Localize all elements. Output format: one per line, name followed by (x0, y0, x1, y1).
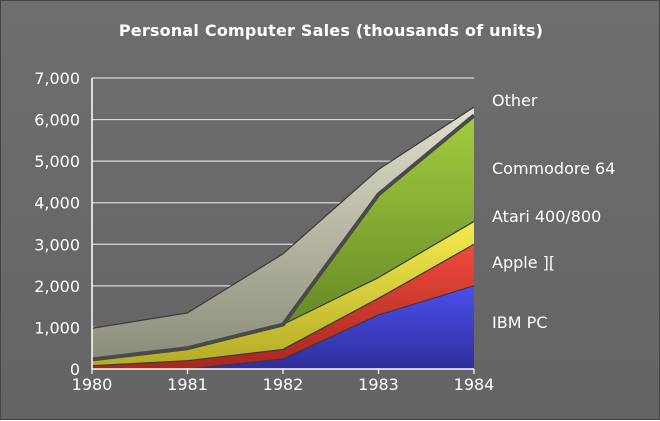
series-label: Other (492, 91, 538, 110)
series-label: Atari 400/800 (492, 207, 601, 226)
y-tick-label: 2,000 (34, 277, 80, 296)
y-tick-label: 5,000 (34, 152, 80, 171)
series-label: IBM PC (492, 313, 547, 332)
y-tick-label: 7,000 (34, 69, 80, 88)
y-tick-label: 0 (70, 360, 80, 379)
label-layer: IBM PC Apple ][ Atari 400/800 Commodore 64 O… (492, 91, 615, 332)
area-atari-400-800 (92, 221, 474, 366)
chart-title: Personal Computer Sales (thousands of un… (118, 21, 544, 40)
series-label: Apple ][ (492, 253, 555, 272)
series-boundary-line (91, 243, 475, 367)
series-boundary-line (91, 106, 475, 329)
y-tick-label: 6,000 (34, 111, 80, 130)
x-tick-label: 1984 (454, 375, 495, 394)
series-boundary-line (91, 113, 476, 362)
y-tick-label: 1,000 (34, 318, 80, 337)
area-layer (91, 106, 476, 370)
area-apple (92, 244, 474, 369)
series-label: Commodore 64 (492, 159, 615, 178)
x-tick-label: 1980 (72, 375, 113, 394)
area-commodore-64 (92, 115, 474, 360)
area-ibm-pc (92, 285, 474, 369)
x-tick-label: 1982 (263, 375, 304, 394)
axis-layer: 0 1,000 2,000 3,000 4,000 5,000 6,000 7,000 1980… (34, 69, 494, 394)
x-tick-label: 1981 (167, 375, 208, 394)
x-tick-label: 1983 (358, 375, 399, 394)
y-tick-label: 3,000 (34, 235, 80, 254)
y-tick-label: 4,000 (34, 194, 80, 213)
